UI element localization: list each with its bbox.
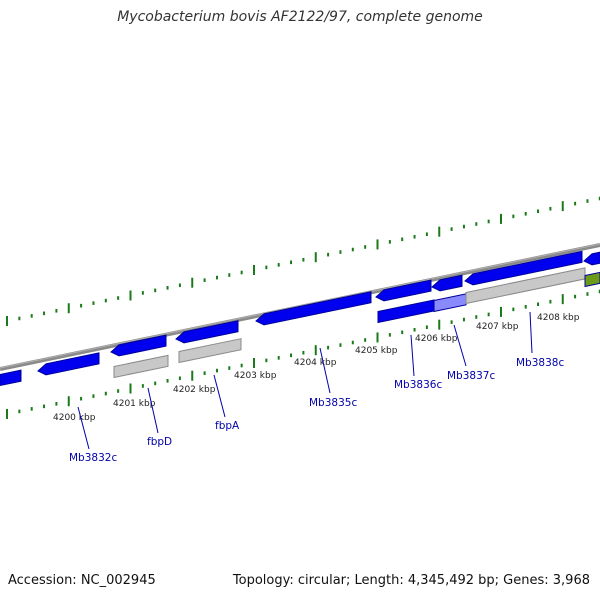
gene-arrow xyxy=(583,251,600,266)
gene-arrow xyxy=(377,299,435,324)
kbp-label: 4200 kbp xyxy=(53,413,96,423)
gene-arrow xyxy=(175,320,239,344)
pseudogene-bar xyxy=(178,338,242,364)
gene-leader-line xyxy=(213,374,226,418)
gene-leader-line xyxy=(529,311,533,354)
gene-leader-line xyxy=(319,347,331,394)
gene-arrow xyxy=(431,274,463,292)
kbp-label: 4207 kbp xyxy=(476,322,519,332)
inner-tick-ring xyxy=(6,289,600,419)
gene-track xyxy=(0,250,600,387)
green-gene-bar xyxy=(584,271,600,288)
gene-label: Mb3832c xyxy=(69,452,117,464)
gene-leader-line xyxy=(77,406,90,450)
kbp-label: 4206 kbp xyxy=(415,334,458,344)
map-title: Mycobacterium bovis AF2122/97, complete … xyxy=(117,9,483,25)
gene-labels: Mb3832c fbpD fbpA Mb3835c Mb3836c Mb3837c Mb38… xyxy=(69,311,564,464)
accession-text: Accession: NC_002945 xyxy=(8,573,156,588)
kbp-labels: 4200 kbp 4201 kbp 4202 kbp 4203 kbp 4204 kbp… xyxy=(53,313,580,423)
gene-arrow xyxy=(37,352,100,376)
gene-label: Mb3836c xyxy=(394,379,442,391)
kbp-label: 4202 kbp xyxy=(173,385,216,395)
outer-tick-ring xyxy=(6,196,600,326)
kbp-label: 4205 kbp xyxy=(355,346,398,356)
kbp-label: 4203 kbp xyxy=(234,371,277,381)
gene-label: fbpA xyxy=(215,420,240,432)
gene-leader-line xyxy=(453,324,467,367)
gene-label: Mb3838c xyxy=(516,357,564,369)
genome-summary-text: Topology: circular; Length: 4,345,492 bp… xyxy=(232,573,590,588)
gene-arrow xyxy=(255,291,372,326)
gene-leader-line xyxy=(410,334,415,377)
highlighted-gene-bar xyxy=(433,293,467,313)
pseudogene-bar xyxy=(113,354,169,379)
gene-label: Mb3837c xyxy=(447,370,495,382)
gene-arrow xyxy=(110,334,167,357)
gene-label: fbpD xyxy=(147,436,172,448)
kbp-label: 4204 kbp xyxy=(294,358,337,368)
kbp-label: 4208 kbp xyxy=(537,313,580,323)
gene-arrow xyxy=(0,369,22,387)
kbp-label: 4201 kbp xyxy=(113,399,156,409)
gene-arrow xyxy=(464,250,583,286)
gene-label: Mb3835c xyxy=(309,397,357,409)
gene-leader-line xyxy=(147,387,159,434)
gene-arrow xyxy=(375,279,432,302)
